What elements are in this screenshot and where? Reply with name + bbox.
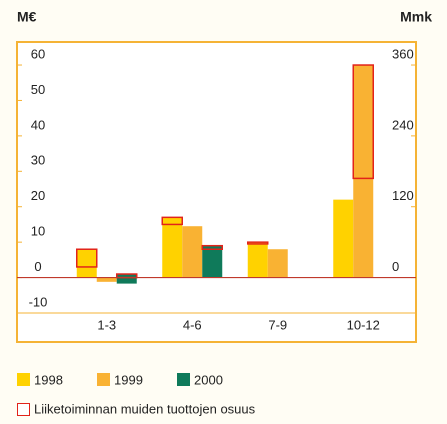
bar bbox=[182, 226, 203, 278]
bar bbox=[353, 178, 374, 278]
bar bbox=[76, 266, 97, 278]
other-income-segment bbox=[201, 244, 223, 250]
y-tick-label: 30 bbox=[31, 153, 45, 168]
bar bbox=[202, 249, 223, 278]
y2-tick-label: 240 bbox=[392, 117, 414, 132]
legend-swatch bbox=[177, 373, 190, 386]
x-tick-label: 10-12 bbox=[347, 317, 380, 332]
legend-label: 2000 bbox=[194, 372, 223, 387]
y2-tick-label: 120 bbox=[392, 188, 414, 203]
x-tick-label: 4-6 bbox=[183, 317, 202, 332]
legend-label: Liiketoiminnan muiden tuottojen osuus bbox=[34, 401, 256, 416]
other-income-segment bbox=[247, 241, 269, 245]
legend-swatch bbox=[97, 373, 110, 386]
legend-label: 1998 bbox=[34, 372, 63, 387]
legend-label: 1999 bbox=[114, 372, 143, 387]
y-tick-label: 40 bbox=[31, 117, 45, 132]
y2-tick-label: 0 bbox=[392, 259, 399, 274]
bar bbox=[247, 243, 268, 278]
legend-swatch bbox=[17, 403, 30, 416]
y2-tick-label: 360 bbox=[392, 46, 414, 61]
bar bbox=[96, 277, 117, 282]
y2-unit: Mmk bbox=[400, 9, 432, 25]
y-tick-label: 60 bbox=[31, 46, 45, 61]
bar bbox=[267, 249, 288, 278]
y-tick-label: 20 bbox=[31, 188, 45, 203]
y-tick-label: 10 bbox=[31, 224, 45, 239]
other-income-segment bbox=[76, 248, 98, 268]
x-tick-label: 1-3 bbox=[97, 317, 116, 332]
x-tick-label: 7-9 bbox=[268, 317, 287, 332]
y-tick-label: 50 bbox=[31, 82, 45, 97]
y-tick-label: 0 bbox=[34, 259, 41, 274]
bar bbox=[116, 277, 137, 284]
plot-frame bbox=[16, 41, 417, 343]
other-income-segment bbox=[161, 216, 183, 226]
other-income-segment bbox=[352, 64, 374, 180]
y-unit: M€ bbox=[17, 9, 37, 25]
bar bbox=[162, 224, 183, 278]
y-tick-label: -10 bbox=[29, 294, 48, 309]
bar bbox=[333, 199, 354, 278]
legend-swatch bbox=[17, 373, 30, 386]
